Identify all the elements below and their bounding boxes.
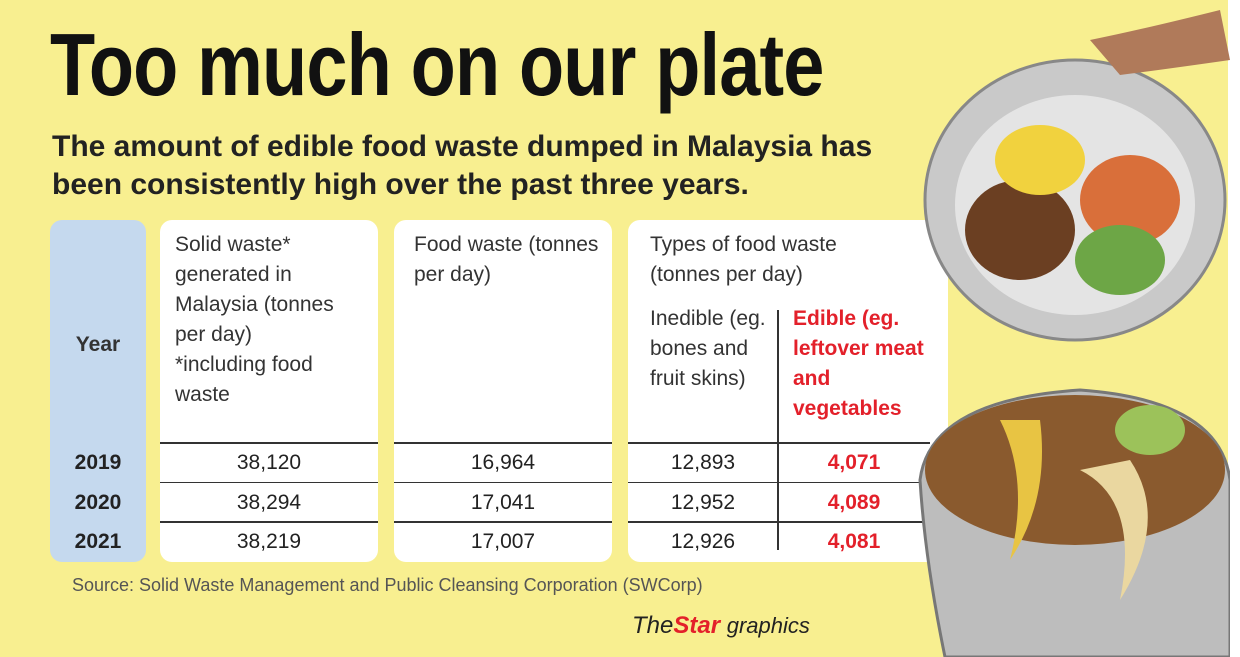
- value-cell: 17,041: [470, 490, 536, 514]
- value-cell: 38,219: [236, 530, 302, 553]
- value-cell: 12,926: [670, 530, 736, 553]
- vegetable: [1115, 405, 1185, 455]
- column-header: Year: [75, 333, 121, 356]
- subtitle: The amount of edible food waste dumped i…: [52, 130, 873, 201]
- source: Source: Solid Waste Management and Publi…: [72, 575, 703, 595]
- row-line: [628, 521, 930, 523]
- row-line: [628, 442, 930, 444]
- column-header: Edible (eg. leftover meat and vegetables: [793, 307, 924, 420]
- value-cell: 38,294: [236, 490, 302, 514]
- value-cell: 38,120: [236, 451, 302, 474]
- fruit: [1080, 155, 1180, 245]
- year-cell: 2020: [74, 490, 122, 514]
- value-cell: 12,893: [670, 451, 736, 474]
- row-line: [394, 442, 612, 444]
- year-panel: [50, 220, 146, 562]
- row-line: [160, 442, 378, 444]
- title: Too much on our plate: [50, 15, 824, 114]
- panel: [628, 220, 948, 562]
- panel: [394, 220, 612, 562]
- peel: [1080, 460, 1148, 600]
- corn: [995, 125, 1085, 195]
- value-cell: 4,089: [827, 490, 881, 514]
- column-header: Food waste (tonnes per day): [414, 233, 599, 286]
- salad: [1075, 225, 1165, 295]
- value-cell: 4,071: [827, 451, 881, 474]
- year-cell: 2021: [74, 530, 122, 553]
- column-header: Solid waste* generated in Malaysia (tonn…: [175, 233, 334, 346]
- credit-brand: Star: [673, 612, 721, 639]
- value-cell: 16,964: [470, 451, 536, 474]
- row-line: [160, 481, 378, 483]
- column-note: *including food waste: [175, 353, 313, 406]
- panel: [160, 220, 378, 562]
- row-line: [628, 481, 930, 483]
- hand: [1090, 10, 1230, 75]
- credit-text: graphics: [726, 613, 810, 638]
- food-images: [918, 10, 1230, 657]
- value-cell: 17,007: [470, 530, 536, 553]
- divider: [777, 310, 779, 550]
- row-line: [160, 521, 378, 523]
- column-header: Inedible (eg. bones and fruit skins): [650, 307, 766, 390]
- value-cell: 4,081: [827, 530, 881, 553]
- value-cell: 12,952: [670, 490, 736, 514]
- row-line: [394, 521, 612, 523]
- year-cell: 2019: [74, 451, 122, 474]
- credit-brand: The: [632, 612, 674, 639]
- credit: TheStar graphics: [632, 612, 810, 640]
- meat: [965, 180, 1075, 280]
- column-header: Types of food waste (tonnes per day): [650, 233, 837, 286]
- banana-peel: [1000, 420, 1042, 560]
- row-line: [394, 481, 612, 483]
